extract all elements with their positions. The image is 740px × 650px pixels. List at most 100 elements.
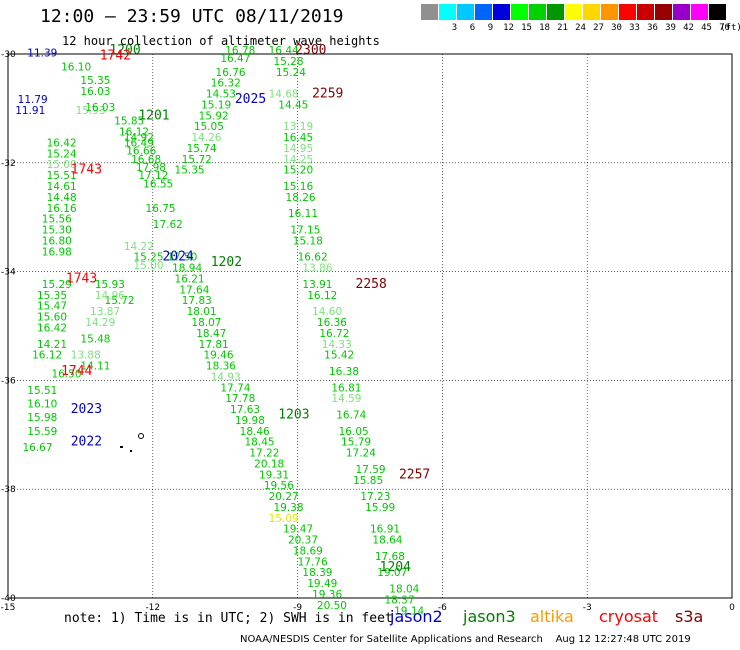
- scale-label: 27: [593, 23, 604, 33]
- scale-label: 6: [469, 23, 476, 33]
- wave-height-value: 20.37: [288, 535, 318, 547]
- pass-time-label: 2300: [295, 43, 326, 58]
- x-tick-label: -9: [293, 603, 302, 613]
- wave-height-value: 17.63: [230, 404, 260, 416]
- pass-time-label: 2257: [399, 467, 430, 482]
- wave-height-value: 16.91: [370, 524, 400, 536]
- x-tick-label: 0: [729, 603, 735, 613]
- pass-time-label: 2025: [235, 92, 266, 107]
- wave-height-value: 17.78: [225, 393, 255, 405]
- wave-height-value: 18.94: [172, 263, 202, 275]
- wave-height-value: 15.93: [76, 105, 106, 117]
- pass-time-label: 1203: [278, 407, 309, 422]
- wave-height-value: 15.72: [182, 154, 212, 166]
- wave-height-value: 17.62: [153, 219, 183, 231]
- wave-height-value: 15.99: [365, 502, 395, 514]
- wave-height-value: 16.72: [319, 328, 349, 340]
- x-tick-label: -15: [1, 603, 16, 613]
- y-tick-label: -30: [1, 50, 16, 60]
- wave-height-value: 16.68: [131, 154, 161, 166]
- wave-height-value: 16.55: [143, 178, 173, 190]
- wave-height-value: 16.49: [124, 137, 154, 149]
- wave-height-value: 15.28: [273, 56, 303, 68]
- y-tick-label: -38: [1, 485, 16, 495]
- wave-height-value: 17.64: [179, 284, 209, 296]
- scale-swatch: [601, 4, 618, 20]
- wave-height-value: 16.75: [146, 203, 176, 215]
- scale-swatch: [493, 4, 510, 20]
- scale-swatch: [439, 4, 456, 20]
- wave-height-value: 15.29: [42, 279, 72, 291]
- x-tick-label: -3: [583, 603, 592, 613]
- wave-height-value: 16.47: [220, 53, 250, 65]
- wave-height-value: 14.96: [95, 290, 125, 302]
- wave-height-value: 19.47: [283, 524, 313, 536]
- wave-height-value: 13.87: [90, 306, 120, 318]
- wave-height-value: 14.59: [331, 393, 361, 405]
- wave-height-value: 14.33: [322, 339, 352, 351]
- pass-time-label: 1204: [380, 560, 411, 575]
- wave-height-value: 14.61: [47, 181, 77, 193]
- wave-height-value: 17.59: [356, 464, 386, 476]
- scale-label: 24: [575, 23, 586, 33]
- wave-height-value: 16.76: [216, 67, 246, 79]
- legend-jason3: jason3: [463, 607, 516, 626]
- wave-height-value: 14.29: [85, 317, 115, 329]
- wave-height-value: 15.18: [293, 235, 323, 247]
- wave-height-value: 16.21: [175, 273, 205, 285]
- island-marker: [130, 450, 132, 452]
- wave-height-value: 15.30: [42, 225, 72, 237]
- scale-label: 18: [539, 23, 550, 33]
- wave-height-value: 16.74: [336, 409, 366, 421]
- scale-swatch: [655, 4, 672, 20]
- wave-height-value: 15.98: [27, 412, 57, 424]
- scale-label: 9: [487, 23, 494, 33]
- wave-height-value: 16.67: [22, 442, 52, 454]
- scale-swatch: [457, 4, 474, 20]
- wave-height-value: 15.35: [175, 165, 205, 177]
- wave-height-value: 15.51: [47, 170, 77, 182]
- wave-height-value: 16.62: [298, 252, 328, 264]
- pass-time-label: 2259: [312, 87, 343, 102]
- legend-altika: altika: [530, 607, 574, 626]
- wave-height-value: 16.44: [269, 45, 299, 57]
- wave-height-value: 11.39: [27, 48, 57, 60]
- wave-height-value: 15.56: [42, 214, 72, 226]
- scale-label: 3: [451, 23, 458, 33]
- scale-swatch: [547, 4, 564, 20]
- scale-label: 30: [611, 23, 622, 33]
- wave-height-value: 15.85: [353, 475, 383, 487]
- wave-height-value: 18.04: [389, 584, 419, 596]
- scale-swatch: [421, 4, 438, 20]
- wave-height-value: 18.47: [196, 328, 226, 340]
- scale-swatch: [619, 4, 636, 20]
- wave-height-value: 19.49: [307, 578, 337, 590]
- wave-height-value: 14.26: [191, 132, 221, 144]
- legend-jason2: jason2: [390, 607, 443, 626]
- scale-label: 21: [557, 23, 568, 33]
- scale-unit: (ft): [720, 23, 740, 33]
- wave-height-value: 16.98: [42, 246, 72, 258]
- wave-height-value: 15.16: [283, 181, 313, 193]
- wave-height-value: 14.92: [124, 132, 154, 144]
- wave-height-value: 16.03: [85, 102, 115, 114]
- scale-swatch: [673, 4, 690, 20]
- pass-time-label: 1743: [71, 163, 102, 178]
- legend-s3a: s3a: [675, 607, 704, 626]
- wave-height-value: 18.26: [286, 192, 316, 204]
- pass-time-label: 1201: [138, 108, 169, 123]
- wave-height-value: 13.91: [302, 279, 332, 291]
- wave-height-value: 15.24: [276, 67, 306, 79]
- wave-height-value: 11.79: [18, 94, 48, 106]
- wave-height-value: 20.18: [254, 458, 284, 470]
- y-tick-label: -40: [1, 594, 16, 604]
- wave-height-value: 15.59: [27, 426, 57, 438]
- wave-height-value: 15.25: [133, 252, 163, 264]
- wave-height-value: 14.48: [47, 192, 77, 204]
- wave-height-value: 17.74: [220, 382, 250, 394]
- map-title: 12:00 – 23:59 UTC 08/11/2019: [40, 6, 344, 27]
- wave-height-value: 17.12: [138, 170, 168, 182]
- wave-height-value: 16.03: [80, 86, 110, 98]
- wave-height-value: 18.46: [240, 426, 270, 438]
- wave-height-value: 16.36: [317, 317, 347, 329]
